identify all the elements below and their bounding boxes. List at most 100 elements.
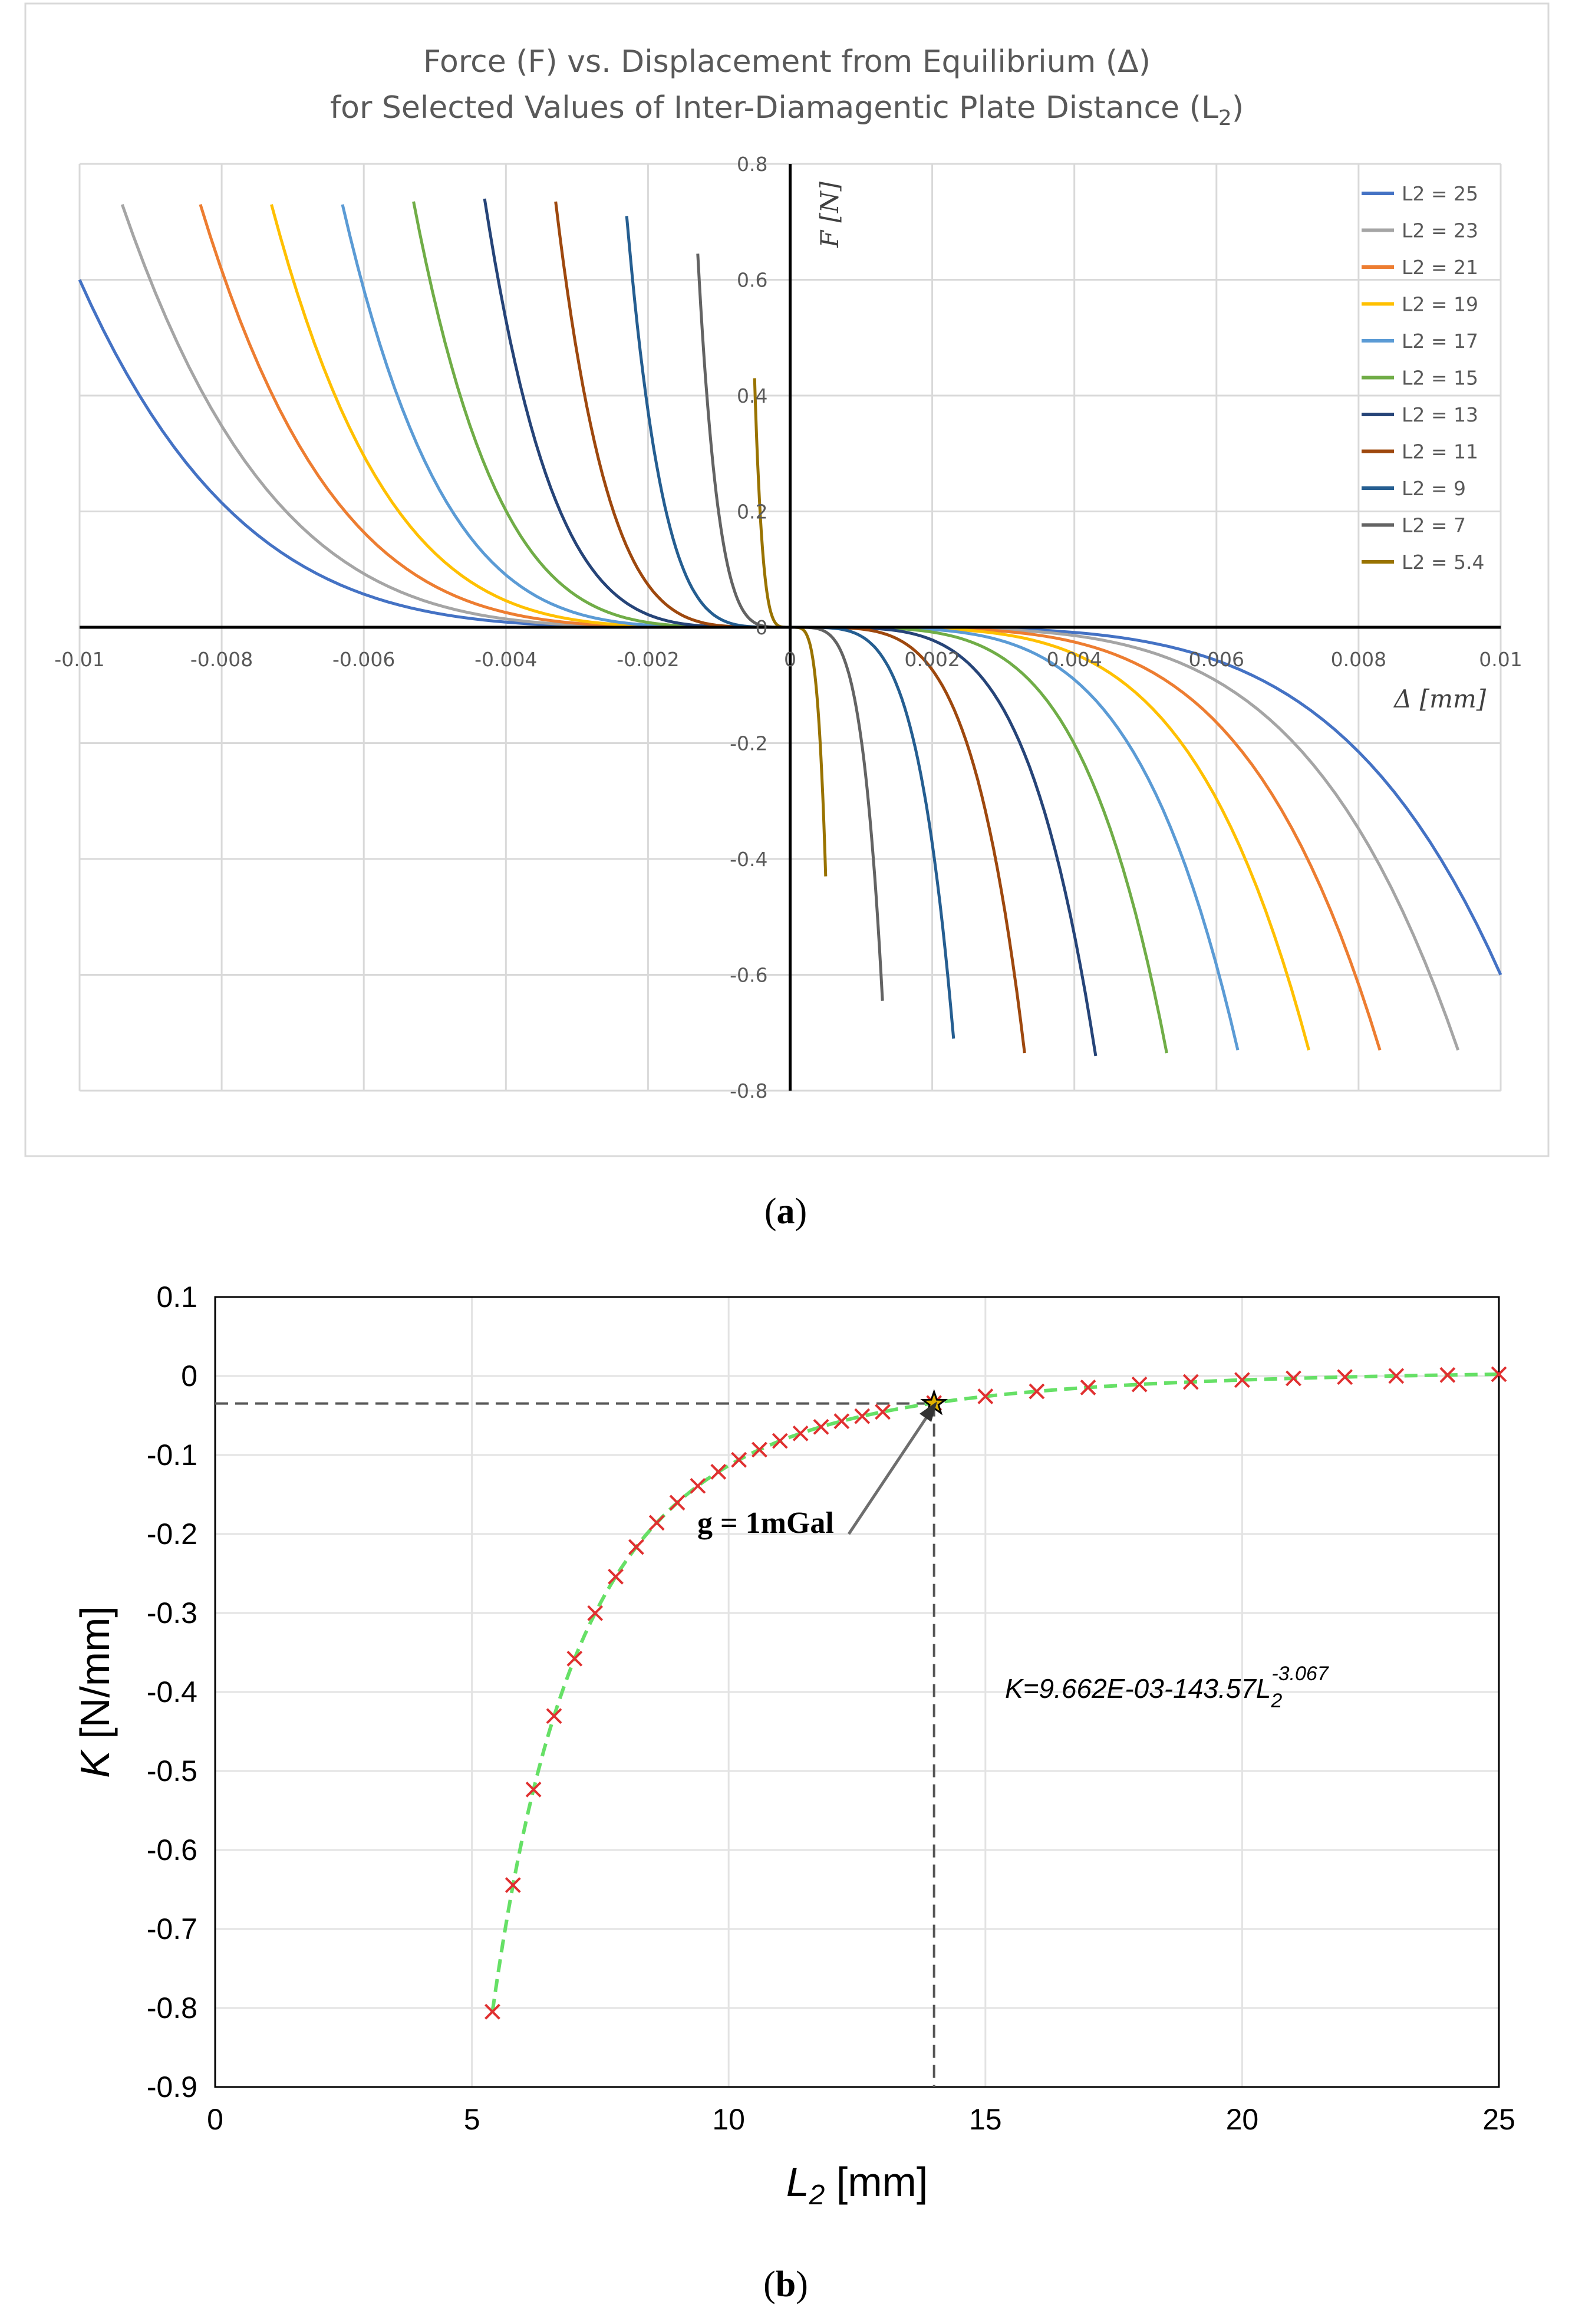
chart-b-point <box>1286 1370 1301 1387</box>
chart-b-point-stroke-2 <box>587 1605 604 1621</box>
chart-b-y-tick-label: 0.1 <box>156 1280 197 1314</box>
chart-b-y-tick-label: -0.7 <box>147 1912 197 1946</box>
chart-b-point <box>731 1451 747 1468</box>
chart-b-point <box>648 1515 665 1531</box>
chart-b-point-stroke-2 <box>710 1464 727 1480</box>
chart-a-title-line2-sub: 2 <box>1218 106 1232 130</box>
chart-a-legend-label: L2 = 7 <box>1402 514 1466 537</box>
chart-b-y-tick-label: -0.3 <box>147 1596 197 1630</box>
chart-a-y-tick-label: 0.8 <box>737 153 767 176</box>
chart-b-point-stroke-2 <box>752 1441 767 1458</box>
chart-b-point-stroke-2 <box>546 1708 562 1724</box>
chart-b-point-stroke-2 <box>772 1433 788 1449</box>
chart-b-x-tick-label: 15 <box>969 2103 1002 2136</box>
chart-b-point-stroke-2 <box>566 1650 583 1667</box>
chart-a-title-line2-prefix: for Selected Values of Inter-Diamagentic… <box>330 90 1218 126</box>
chart-b-point <box>977 1388 994 1405</box>
chart-b-point-stroke-2 <box>690 1477 706 1494</box>
chart-b-ylabel-main: K <box>72 1749 118 1778</box>
chart-a-x-tick-label: 0.01 <box>1479 648 1522 671</box>
chart-b-point <box>813 1418 829 1435</box>
chart-a-x-tick-label: -0.01 <box>54 648 104 671</box>
chart-b-equation-main: K=9.662E-03-143.57L <box>1005 1673 1271 1704</box>
chart-a-ylabel: F [N] <box>815 181 844 248</box>
chart-b-point <box>1388 1368 1405 1384</box>
chart-b-point <box>854 1408 871 1424</box>
chart-a-legend-label: L2 = 25 <box>1402 182 1478 205</box>
chart-a-title-line2-suffix: ) <box>1232 90 1244 126</box>
chart-a-x-tick-label: 0.008 <box>1331 648 1386 671</box>
chart-b-guide-lines <box>215 1402 935 2087</box>
chart-a-legend-label: L2 = 23 <box>1402 219 1478 242</box>
chart-a-legend-label: L2 = 19 <box>1402 293 1478 316</box>
chart-a-xlabel: Δ [mm] <box>1393 684 1487 713</box>
chart-a-x-tick-label: -0.008 <box>190 648 253 671</box>
chart-a-caption-close: ) <box>795 1191 808 1232</box>
chart-a-caption-letter: a <box>777 1191 795 1232</box>
chart-b-x-tick-label: 0 <box>207 2103 223 2136</box>
chart-b-point-stroke-2 <box>854 1408 871 1424</box>
chart-b-point-stroke-2 <box>1286 1370 1301 1387</box>
chart-a-y-tick-label: -0.4 <box>730 848 767 871</box>
chart-b-point <box>669 1495 686 1511</box>
chart-b-ylabel: K [N/mm] <box>72 1606 118 1778</box>
chart-a-caption: (a) <box>764 1191 807 1232</box>
chart-b-point <box>752 1441 767 1458</box>
chart-b-points <box>485 1366 1507 2020</box>
chart-b-point <box>1337 1369 1353 1385</box>
chart-b-y-tick-label: -0.4 <box>147 1675 197 1709</box>
chart-a-y-tick-label: 0.6 <box>737 269 767 292</box>
chart-b-point-stroke-2 <box>1029 1383 1045 1400</box>
chart-b-equation-sup: -3.067 <box>1271 1663 1329 1685</box>
chart-a-tick-labels: -0.01 -0.008 -0.006 -0.004 -0.002 0 0.002 0.004… <box>54 153 1522 1102</box>
chart-a-y-tick-label: -0.6 <box>730 964 767 987</box>
chart-a-x-tick-label: 0.004 <box>1046 648 1102 671</box>
chart-b-point-stroke-2 <box>1491 1366 1507 1382</box>
chart-b: 0 5 10 15 20 25 0.1 0 -0.1 -0.2 -0.3 -0.4 -0.5 -0.6 -0… <box>72 1280 1515 2305</box>
chart-a-legend-label: L2 = 13 <box>1402 403 1478 426</box>
chart-b-annotation: g = 1mGal <box>697 1401 937 1540</box>
chart-a-legend: L2 = 25 L2 = 23 L2 = 21 L2 = 19 L2 = 17 L2 = … <box>1362 182 1485 574</box>
chart-b-fit-line <box>490 1372 1500 2012</box>
chart-b-xlabel-unit: [mm] <box>825 2159 928 2205</box>
chart-b-point <box>792 1425 809 1441</box>
chart-a-y-tick-label: 0 <box>756 616 768 639</box>
chart-b-x-tick-label: 20 <box>1226 2103 1259 2136</box>
chart-b-caption: (b) <box>763 2264 808 2305</box>
chart-b-point <box>1182 1374 1199 1390</box>
chart-b-point <box>505 1877 521 1893</box>
chart-b-point-stroke-2 <box>792 1425 809 1441</box>
chart-a-x-tick-label: -0.002 <box>617 648 679 671</box>
chart-a-legend-label: L2 = 9 <box>1402 477 1466 500</box>
chart-a-legend-label: L2 = 15 <box>1402 367 1478 390</box>
chart-b-point-stroke-2 <box>505 1877 521 1893</box>
chart-b-plot-frame <box>214 1296 1500 2088</box>
chart-a: Force (F) vs. Displacement from Equilibr… <box>24 2 1550 1232</box>
chart-a-legend-label: L2 = 11 <box>1402 440 1478 463</box>
chart-a-x-tick-label: -0.006 <box>332 648 395 671</box>
chart-b-y-tick-label: -0.6 <box>147 1833 197 1867</box>
chart-b-equation: K=9.662E-03-143.57L2 -3.067 <box>1005 1663 1329 1712</box>
chart-b-ylabel-unit: [N/mm] <box>72 1606 118 1750</box>
chart-b-point-stroke-2 <box>669 1495 686 1511</box>
chart-b-annotation-label: g = 1mGal <box>697 1506 834 1540</box>
chart-b-equation-sub: 2 <box>1270 1690 1282 1712</box>
chart-b-point <box>1439 1367 1456 1383</box>
chart-b-point <box>833 1413 850 1430</box>
chart-b-point-stroke-2 <box>485 2003 500 2020</box>
chart-b-point <box>1131 1376 1148 1393</box>
chart-b-point-stroke-2 <box>1439 1367 1456 1383</box>
chart-a-x-tick-label: -0.004 <box>474 648 537 671</box>
chart-b-x-tick-label: 5 <box>464 2103 480 2136</box>
chart-b-caption-close: ) <box>796 2264 808 2305</box>
chart-b-point-stroke-2 <box>731 1451 747 1468</box>
chart-b-point <box>608 1568 624 1585</box>
chart-b-point-stroke-2 <box>1131 1376 1148 1393</box>
chart-b-fit-curve <box>490 1372 1500 2012</box>
chart-b-point <box>546 1708 562 1724</box>
chart-a-x-tick-label: 0.002 <box>904 648 960 671</box>
chart-b-point <box>628 1539 644 1555</box>
chart-b-point-stroke-2 <box>1234 1372 1250 1388</box>
chart-b-y-tick-label: -0.8 <box>147 1991 197 2025</box>
chart-b-point-stroke-2 <box>1337 1369 1353 1385</box>
